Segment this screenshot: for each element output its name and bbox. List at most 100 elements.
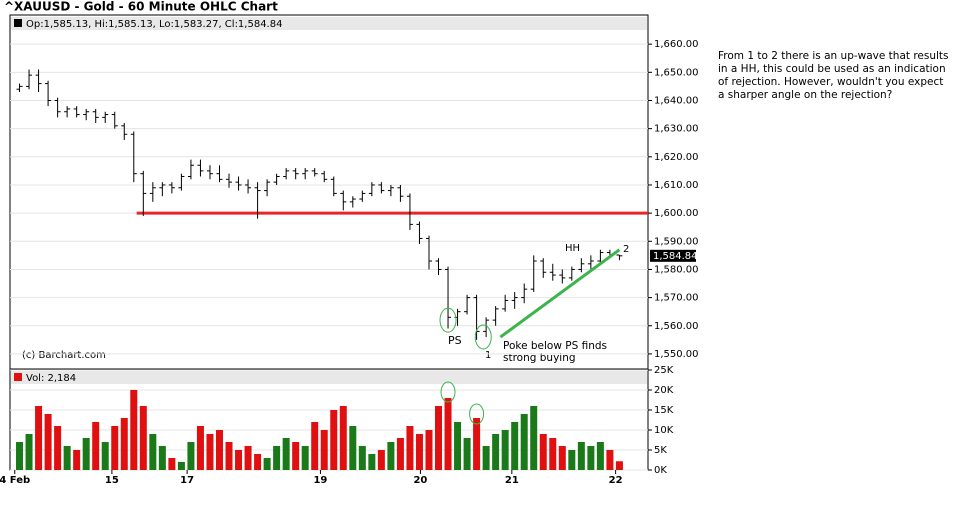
legend-strip (11, 17, 647, 30)
volume-bar (492, 434, 500, 470)
volume-bar (349, 426, 357, 470)
y-tick-label: 0K (654, 465, 667, 476)
volume-bar (606, 450, 614, 470)
volume-bar (320, 430, 328, 470)
volume-bar (435, 406, 443, 470)
volume-bar (263, 458, 271, 470)
volume-bar (139, 406, 147, 470)
volume-bar (101, 442, 109, 470)
volume-bar (473, 418, 481, 470)
y-tick-label: 1,600.00 (654, 208, 699, 219)
x-tick-label: 20 (413, 475, 427, 486)
volume-bar (501, 430, 509, 470)
volume-bar (558, 446, 566, 470)
volume-bar (539, 434, 547, 470)
y-tick-label: 15K (654, 405, 674, 416)
y-tick-label: 25K (654, 365, 674, 376)
volume-bar (425, 430, 433, 470)
chart: ^XAUUSD - Gold - 60 Minute OHLC Chart Op… (0, 0, 699, 486)
volume-bar (206, 434, 214, 470)
y-tick-label: 1,560.00 (654, 321, 699, 332)
x-tick-label: 15 (105, 475, 119, 486)
last-price-box (650, 249, 696, 262)
annotation: 2 (623, 244, 629, 255)
volume-bar (596, 442, 604, 470)
volume-bar (292, 442, 300, 470)
y-tick-label: 1,570.00 (654, 293, 699, 304)
annotation: PS (448, 334, 462, 347)
trendline (499, 248, 621, 339)
volume-swatch (14, 373, 22, 381)
volume-bar (54, 426, 62, 470)
volume-bar (196, 426, 204, 470)
volume-bar (339, 406, 347, 470)
volume-bar (368, 454, 376, 470)
volume-bar (301, 446, 309, 470)
x-tick-label: 21 (505, 475, 519, 486)
annotation-box: Poke below PS finds strong buying (503, 340, 608, 364)
volume-strip (11, 371, 647, 384)
volume-bar (187, 442, 195, 470)
volume-bar (463, 438, 471, 470)
ohlc-legend: Op:1,585.13, Hi:1,585.13, Lo:1,583.27, C… (26, 19, 282, 30)
x-tick-label: 4 Feb (0, 475, 30, 486)
annotation: 1 (485, 350, 491, 361)
x-tick-label: 22 (609, 475, 623, 486)
volume-bar (615, 461, 623, 470)
y-tick-label: 20K (654, 385, 674, 396)
volume-bar (511, 422, 519, 470)
volume-bar (549, 438, 557, 470)
volume-bar (520, 414, 528, 470)
volume-bar (92, 422, 100, 470)
y-tick-label: 1,640.00 (654, 95, 699, 106)
volume-bar (577, 442, 585, 470)
y-tick-label: 5K (654, 445, 667, 456)
x-tick-label: 17 (180, 475, 194, 486)
volume-bar (358, 446, 366, 470)
volume-bar (254, 454, 262, 470)
volume-legend: Vol: 2,184 (26, 373, 76, 384)
volume-bar (387, 442, 395, 470)
volume-bar (25, 434, 33, 470)
volume-bar (120, 418, 128, 470)
volume-bar (454, 422, 462, 470)
last-price-label: 1,584.84 (653, 251, 698, 262)
volume-bar (130, 390, 138, 470)
side-note: From 1 to 2 there is an up-wave that res… (718, 50, 949, 101)
volume-bar (235, 450, 243, 470)
legend-swatch (14, 19, 22, 27)
credit: (c) Barchart.com (22, 350, 106, 361)
annotation-circle (474, 324, 492, 350)
volume-bar (311, 422, 319, 470)
annotation-circle (469, 403, 485, 425)
volume-bar (396, 438, 404, 470)
volume-bar (530, 406, 538, 470)
volume-bar (406, 426, 414, 470)
volume-bar (415, 434, 423, 470)
volume-bar (330, 410, 338, 470)
volume-bar (225, 442, 233, 470)
annotation-circle (439, 307, 457, 333)
annotation: Poke below PS finds strong buying (503, 340, 608, 364)
volume-bar (482, 446, 490, 470)
volume-bar (111, 426, 119, 470)
y-tick-label: 1,650.00 (654, 67, 699, 78)
volume-bar (82, 438, 90, 470)
x-tick-label: 19 (313, 475, 327, 486)
y-tick-label: 1,580.00 (654, 264, 699, 275)
volume-bar (35, 406, 43, 470)
y-tick-label: 1,660.00 (654, 39, 699, 50)
volume-bar (177, 462, 185, 470)
volume-bar (158, 446, 166, 470)
y-tick-label: 1,620.00 (654, 152, 699, 163)
annotation: HH (565, 243, 580, 254)
volume-bar (149, 434, 157, 470)
y-tick-label: 10K (654, 425, 674, 436)
chart-frame (9, 14, 649, 471)
annotation-circle (440, 381, 456, 403)
volume-bar (587, 446, 595, 470)
y-tick-label: 1,630.00 (654, 124, 699, 135)
volume-bar (244, 446, 252, 470)
y-tick-label: 1,550.00 (654, 349, 699, 360)
